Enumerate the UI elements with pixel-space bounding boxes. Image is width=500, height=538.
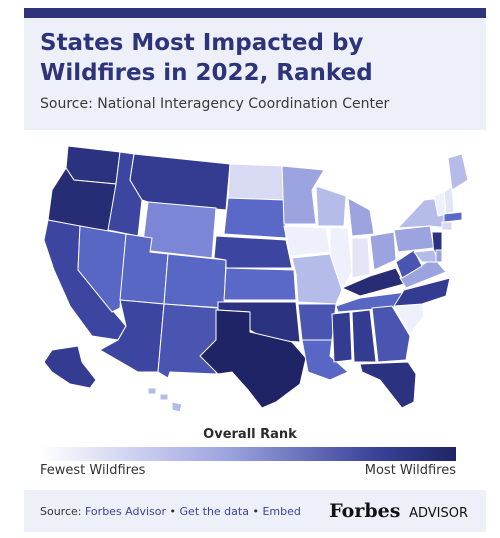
header-panel: States Most Impacted by Wildfires in 202… — [24, 18, 486, 130]
page-title: States Most Impacted by Wildfires in 202… — [40, 30, 373, 86]
us-map — [30, 140, 470, 420]
forbes-advisor-link[interactable]: Forbes Advisor — [85, 505, 167, 518]
footer-separator-2: • — [252, 505, 259, 518]
state-montana[interactable] — [129, 153, 231, 211]
state-wisconsin[interactable] — [315, 185, 347, 227]
top-accent-bar — [24, 8, 486, 18]
state-arkansas[interactable] — [297, 303, 337, 341]
state-illinois[interactable] — [329, 227, 353, 292]
state-texas[interactable] — [199, 309, 307, 409]
source-line: Source: National Interagency Coordinatio… — [40, 96, 390, 112]
state-north-carolina[interactable] — [393, 277, 451, 307]
state-connecticut[interactable] — [441, 221, 453, 231]
state-hawaii-3[interactable] — [171, 401, 183, 413]
legend-low-label: Fewest Wildfires — [40, 463, 146, 478]
state-south-dakota[interactable] — [223, 197, 287, 239]
footer-panel: Source: Forbes Advisor • Get the data • … — [24, 490, 486, 532]
state-florida[interactable] — [359, 361, 417, 409]
state-kansas[interactable] — [223, 267, 297, 301]
state-west-virginia[interactable] — [395, 249, 423, 279]
get-data-link[interactable]: Get the data — [179, 505, 249, 518]
state-georgia[interactable] — [371, 305, 411, 363]
state-delaware[interactable] — [435, 249, 443, 263]
state-hawaii-1[interactable] — [147, 387, 157, 395]
state-alaska[interactable] — [43, 345, 97, 389]
state-nevada[interactable] — [77, 225, 127, 313]
logo-advisor: ADVISOR — [409, 506, 468, 521]
state-minnesota[interactable] — [281, 165, 325, 225]
state-louisiana[interactable] — [301, 339, 349, 381]
state-maine[interactable] — [447, 153, 469, 191]
legend-title: Overall Rank — [203, 427, 297, 442]
footer-separator-1: • — [169, 505, 177, 518]
state-virginia[interactable] — [399, 257, 447, 289]
state-nebraska[interactable] — [213, 235, 293, 269]
state-colorado[interactable] — [163, 253, 227, 309]
us-map-svg — [43, 145, 469, 413]
state-new-mexico[interactable] — [157, 303, 219, 379]
logo-forbes: Forbes — [329, 500, 401, 522]
footer-source-prefix: Source: — [40, 505, 82, 518]
state-new-hampshire[interactable] — [443, 185, 455, 215]
legend-high-label: Most Wildfires — [364, 463, 456, 478]
state-washington[interactable] — [65, 145, 121, 185]
state-north-dakota[interactable] — [227, 163, 285, 201]
state-alabama[interactable] — [351, 309, 377, 363]
legend-color-scale — [40, 447, 456, 461]
state-pennsylvania[interactable] — [393, 225, 435, 253]
forbes-advisor-logo[interactable]: Forbes ADVISOR — [329, 500, 468, 522]
state-wyoming[interactable] — [141, 201, 217, 259]
embed-link[interactable]: Embed — [262, 505, 301, 518]
state-iowa[interactable] — [283, 225, 331, 257]
state-indiana[interactable] — [351, 237, 371, 279]
state-hawaii-2[interactable] — [159, 393, 169, 401]
state-kentucky[interactable] — [340, 267, 405, 297]
state-mississippi[interactable] — [331, 311, 353, 363]
footer-source: Source: Forbes Advisor • Get the data • … — [40, 505, 301, 518]
state-michigan[interactable] — [347, 197, 375, 237]
state-ohio[interactable] — [369, 231, 397, 271]
state-massachusetts[interactable] — [443, 211, 463, 223]
